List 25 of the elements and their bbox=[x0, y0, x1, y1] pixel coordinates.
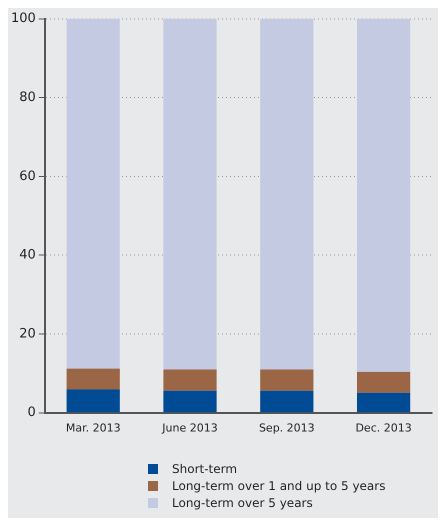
bar bbox=[356, 18, 410, 372]
bar bbox=[260, 18, 314, 370]
legend-label: Short-term bbox=[172, 462, 238, 476]
bar bbox=[260, 369, 314, 391]
y-tick-label: 80 bbox=[19, 90, 36, 105]
y-tick-label: 20 bbox=[19, 326, 36, 342]
legend-label: Long-term over 5 years bbox=[172, 496, 313, 510]
bar bbox=[163, 18, 217, 370]
x-tick-label: June 2013 bbox=[161, 421, 218, 434]
x-tick-label: Mar. 2013 bbox=[66, 421, 121, 434]
bar bbox=[163, 390, 217, 412]
y-tick-label: 0 bbox=[28, 405, 36, 420]
y-tick-label: 40 bbox=[19, 248, 36, 263]
bar bbox=[356, 372, 410, 393]
y-tick-label: 60 bbox=[19, 168, 36, 184]
legend-label: Long-term over 1 and up to 5 years bbox=[172, 479, 386, 493]
bar bbox=[260, 390, 314, 412]
bar bbox=[66, 368, 120, 390]
y-tick-label: 100 bbox=[10, 11, 36, 26]
bar bbox=[66, 18, 120, 369]
bar bbox=[163, 369, 217, 391]
x-tick-label: Dec. 2013 bbox=[355, 421, 412, 434]
bar bbox=[356, 392, 410, 412]
bar bbox=[66, 390, 120, 412]
x-tick-label: Sep. 2013 bbox=[258, 421, 315, 434]
